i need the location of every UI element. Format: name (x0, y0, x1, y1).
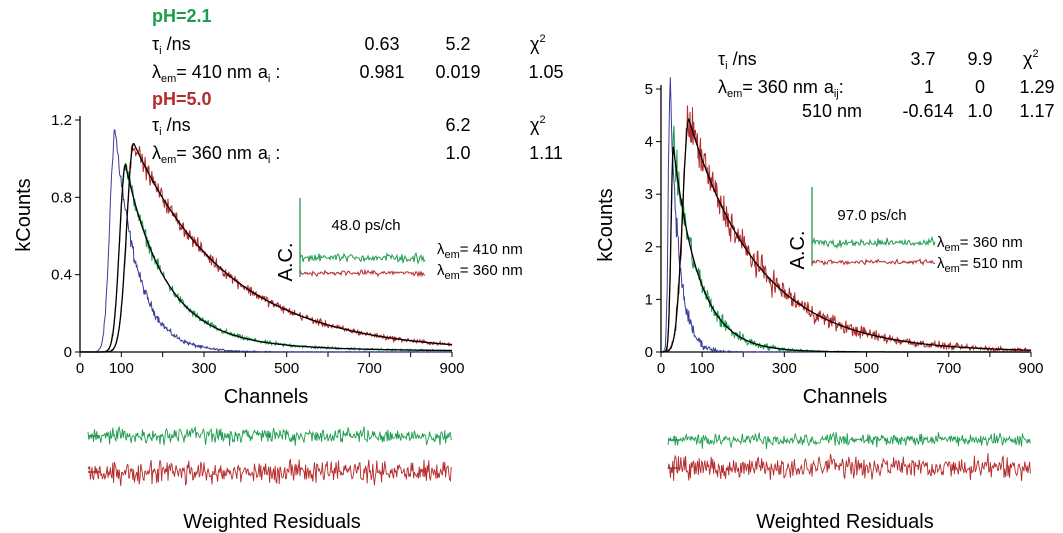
left-x-axis-label: Channels (224, 386, 309, 408)
left-ph2-lambda: λem= 360 nm ai : (152, 143, 280, 166)
left-inset: 48.0 ps/ch A.C. λem= 410 nm λem= 360 nm (275, 198, 523, 282)
left-ph2-chi-header: χ2 (530, 114, 546, 135)
right-row1-amp2: 0 (975, 77, 985, 97)
right-row2-amp2: 1.0 (967, 101, 992, 121)
left-residuals-label: Weighted Residuals (183, 511, 361, 533)
right-row2-chi: 1.17 (1019, 101, 1054, 121)
left-axes: 0 100 300 500 700 900 0 0.4 0.8 1.2 (51, 112, 464, 377)
left-x-tick-label: 300 (191, 360, 216, 377)
left-red-fit-line (80, 142, 453, 353)
right-y-tick-label: 5 (645, 81, 653, 98)
left-tau1-value: 0.63 (364, 34, 399, 54)
left-amp1-value: 0.981 (359, 62, 404, 82)
left-inset-legend-2: λem= 360 nm (437, 262, 523, 282)
left-x-tick-label: 900 (439, 360, 464, 377)
right-green-fit-line (661, 146, 1031, 353)
right-row1-chi: 1.29 (1019, 77, 1054, 97)
left-inset-legend-1: λem= 410 nm (437, 241, 523, 261)
left-fit-table: pH=2.1 τi /ns 0.63 5.2 χ2 λem= 410 nm ai … (152, 6, 564, 166)
left-inset-label: 48.0 ps/ch (331, 217, 400, 234)
left-blue-decay-data (79, 129, 453, 353)
right-x-axis-label: Channels (803, 386, 888, 408)
left-tau2-value: 5.2 (445, 34, 470, 54)
right-tau1-value: 3.7 (910, 49, 935, 69)
left-amp2-value: 0.019 (435, 62, 480, 82)
right-row1-amp1: 1 (924, 77, 934, 97)
left-x-tick-label: 500 (274, 360, 299, 377)
right-inset-legend-1: λem= 360 nm (937, 234, 1023, 254)
right-y-tick-label: 4 (645, 134, 653, 151)
right-x-tick-label: 300 (772, 360, 797, 377)
right-inset-label: 97.0 ps/ch (837, 207, 906, 224)
right-row2-amp1: -0.614 (902, 101, 953, 121)
right-fit-table: τi /ns 3.7 9.9 χ2 λem= 360 nm aij: 1 0 1.… (718, 48, 1055, 121)
left-y-tick-label: 1.2 (51, 112, 72, 129)
right-residual-red-trace (667, 453, 1031, 482)
left-inset-green-trace (299, 251, 426, 265)
right-chi-header: χ2 (1023, 48, 1039, 69)
right-residuals (667, 431, 1031, 482)
left-y-axis-label: kCounts (13, 178, 35, 251)
left-ph2-label: pH=5.0 (152, 89, 212, 109)
left-x-tick-label: 0 (76, 360, 84, 377)
left-ph2-chi: 1.11 (529, 143, 563, 163)
left-panel: pH=2.1 τi /ns 0.63 5.2 χ2 λem= 410 nm ai … (13, 6, 564, 533)
left-ph1-lambda: λem= 410 nm ai : (152, 62, 280, 85)
left-y-tick-label: 0 (64, 344, 72, 361)
right-x-tick-label: 0 (657, 360, 665, 377)
left-y-tick-label: 0.4 (51, 267, 72, 284)
left-residual-green-trace (87, 425, 452, 446)
right-y-tick-label: 2 (645, 239, 653, 256)
right-x-tick-label: 900 (1018, 360, 1043, 377)
right-inset-legend-2: λem= 510 nm (937, 255, 1023, 275)
left-residual-red-trace (87, 458, 452, 487)
left-inset-ac-label: A.C. (275, 243, 297, 282)
right-inset-traces (811, 187, 936, 266)
right-inset: 97.0 ps/ch A.C. λem= 360 nm λem= 510 nm (787, 187, 1023, 275)
right-inset-red-trace (811, 257, 936, 266)
right-decay-curves (660, 77, 1032, 354)
right-residual-green-trace (667, 431, 1031, 449)
right-x-tick-label: 500 (854, 360, 879, 377)
right-row2-lambda: 510 nm (802, 101, 862, 121)
right-y-tick-label: 3 (645, 186, 653, 203)
left-decay-curves (79, 129, 453, 353)
left-x-tick-label: 700 (357, 360, 382, 377)
left-x-tick-label: 100 (109, 360, 134, 377)
right-tau-header: τi /ns (718, 49, 757, 72)
left-ph2-amp-value: 1.0 (445, 143, 470, 163)
left-ph1-label: pH=2.1 (152, 6, 212, 26)
left-green-fit-line (80, 162, 452, 353)
right-y-tick-label: 1 (645, 291, 653, 308)
right-row1-lambda: λem= 360 nm aij: (718, 77, 844, 100)
right-panel: τi /ns 3.7 9.9 χ2 λem= 360 nm aij: 1 0 1.… (595, 48, 1055, 533)
right-red-fit-line (661, 117, 1032, 353)
right-y-axis-label: kCounts (595, 188, 617, 261)
left-residuals (87, 425, 452, 487)
left-y-tick-label: 0.8 (51, 189, 72, 206)
left-inset-red-trace (299, 268, 426, 278)
right-tau2-value: 9.9 (967, 49, 992, 69)
right-inset-green-trace (811, 235, 936, 250)
left-ph1-chi: 1.05 (528, 62, 563, 82)
left-tau-header: τi /ns (152, 34, 191, 57)
right-y-tick-label: 0 (645, 344, 653, 361)
right-x-tick-label: 100 (690, 360, 715, 377)
right-inset-ac-label: A.C. (787, 231, 809, 270)
left-red-decay-data (80, 143, 453, 353)
right-x-tick-label: 700 (936, 360, 961, 377)
left-ph2-tau-header: τi /ns (152, 115, 191, 138)
left-chi-header: χ2 (530, 33, 546, 54)
left-ph2-tau-value: 6.2 (445, 115, 470, 135)
right-residuals-label: Weighted Residuals (756, 511, 934, 533)
left-inset-traces (299, 198, 426, 278)
